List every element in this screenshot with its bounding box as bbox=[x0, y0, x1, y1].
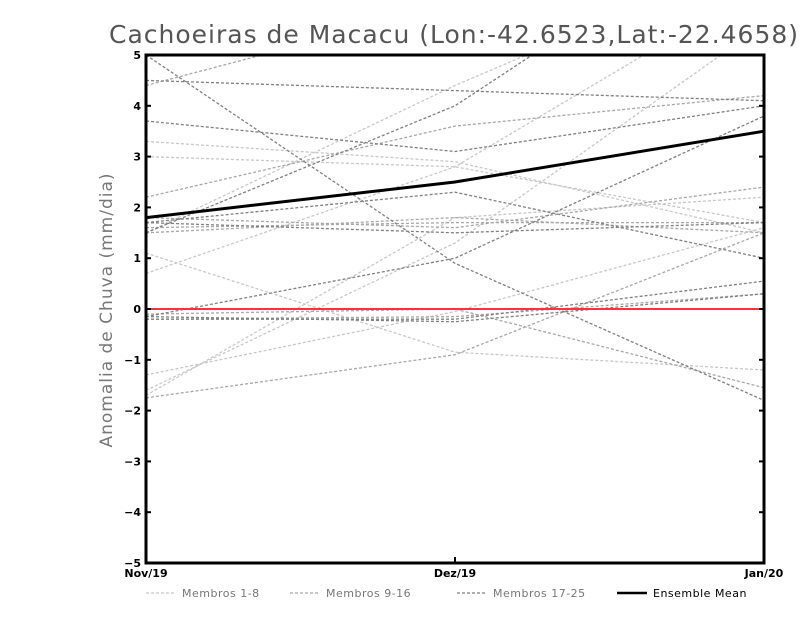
member-line-9 bbox=[146, 55, 265, 87]
y-tick-label: 4 bbox=[133, 100, 141, 113]
y-tick-label: 2 bbox=[133, 201, 141, 214]
x-tick-label: Dez/19 bbox=[434, 567, 476, 580]
member-line-14 bbox=[146, 308, 764, 389]
legend-label: Ensemble Mean bbox=[653, 587, 747, 600]
member-line-4 bbox=[146, 227, 764, 376]
member-line-2 bbox=[146, 55, 722, 391]
x-axis-ticks: Nov/19 Dez/19 Jan/20 bbox=[124, 557, 784, 580]
y-axis-label: Anomalia de Chuva (mm/dia) bbox=[97, 172, 117, 447]
member-line-15 bbox=[146, 186, 764, 229]
ensemble-mean-group bbox=[146, 129, 764, 220]
member-line-16 bbox=[146, 232, 764, 399]
ensemble-members bbox=[146, 55, 764, 401]
chart-title: Cachoeiras de Macacu (Lon:-42.6523,Lat:-… bbox=[109, 20, 799, 49]
member-line-18 bbox=[146, 105, 764, 153]
member-line-8 bbox=[146, 196, 764, 396]
y-tick-label: −1 bbox=[124, 354, 141, 367]
legend-label: Membros 1-8 bbox=[182, 587, 260, 600]
member-line-1 bbox=[146, 140, 764, 234]
member-line-5 bbox=[146, 55, 528, 234]
y-tick-label: 0 bbox=[133, 303, 141, 316]
y-tick-label: 1 bbox=[133, 252, 141, 265]
member-line-3 bbox=[146, 252, 764, 371]
x-tick-label: Nov/19 bbox=[124, 567, 167, 580]
y-axis-ticks: −5 −4 −3 −2 −1 0 1 2 3 4 5 bbox=[124, 49, 764, 570]
member-line-6 bbox=[146, 55, 646, 275]
y-tick-label: 3 bbox=[133, 151, 141, 164]
member-line-25 bbox=[146, 293, 764, 323]
y-tick-label: −5 bbox=[124, 557, 141, 570]
y-tick-label: −4 bbox=[124, 506, 141, 519]
member-line-13 bbox=[146, 94, 764, 198]
legend: Membros 1-8 Membros 9-16 Membros 17-25 Ense… bbox=[146, 587, 747, 600]
member-line-12 bbox=[146, 293, 764, 320]
member-line-17 bbox=[146, 55, 764, 401]
legend-label: Membros 9-16 bbox=[326, 587, 411, 600]
y-tick-label: −3 bbox=[124, 455, 141, 468]
member-line-24 bbox=[146, 55, 534, 234]
member-line-21 bbox=[146, 191, 764, 259]
x-tick-label: Jan/20 bbox=[744, 567, 784, 580]
y-tick-label: 5 bbox=[133, 49, 141, 62]
y-tick-label: −2 bbox=[124, 405, 141, 418]
legend-label: Membros 17-25 bbox=[493, 587, 586, 600]
member-line-20 bbox=[146, 115, 764, 318]
member-line-23 bbox=[146, 221, 764, 234]
ensemble-mean-line bbox=[146, 129, 764, 220]
member-line-11 bbox=[146, 221, 764, 229]
member-line-10 bbox=[146, 216, 764, 234]
member-line-19 bbox=[146, 79, 764, 102]
member-line-22 bbox=[146, 280, 764, 320]
